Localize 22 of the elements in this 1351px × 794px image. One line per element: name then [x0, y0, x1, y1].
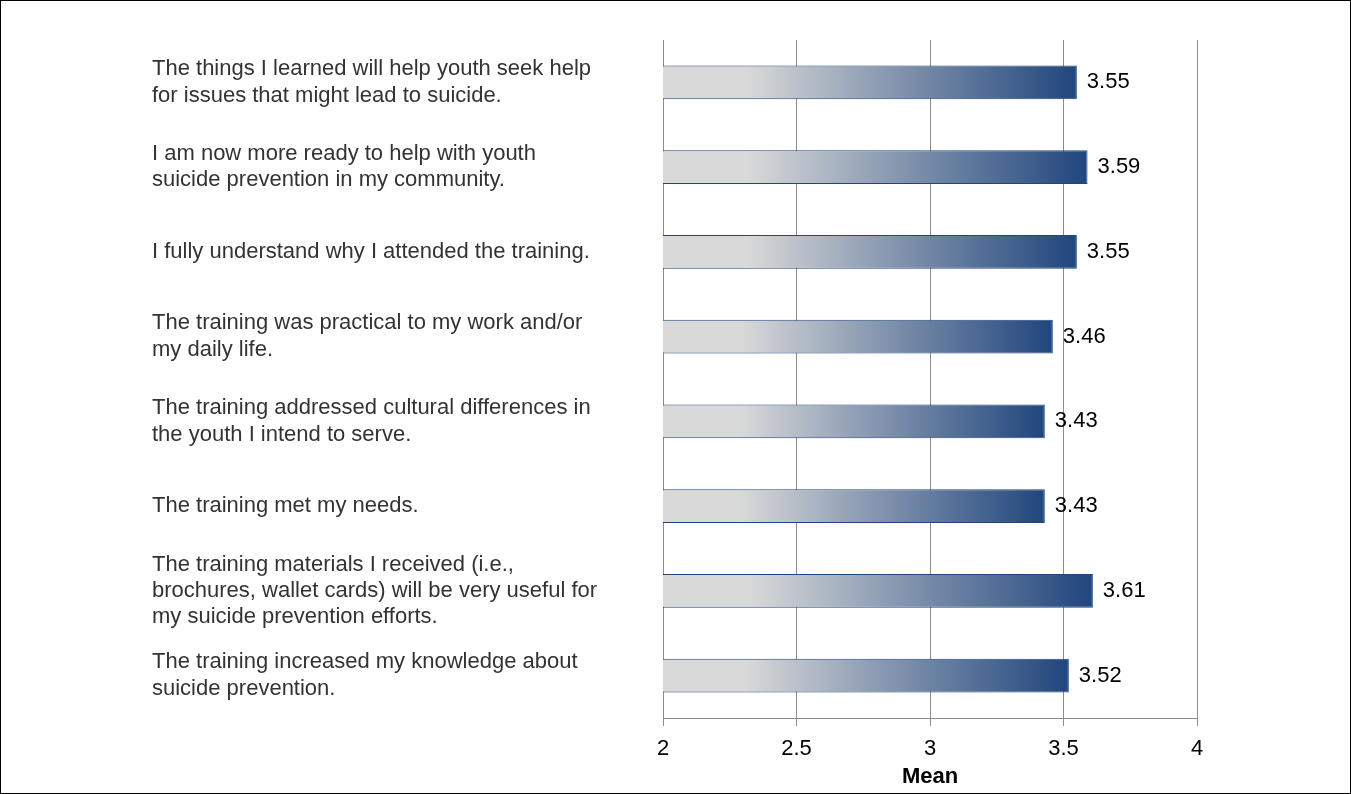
x-tick-label: 3: [923, 735, 937, 761]
data-label: 3.55: [1086, 237, 1130, 263]
y-tick-label: The training increased my knowledge about suicide prevention.: [152, 648, 578, 700]
x-tick-label: 2: [656, 735, 670, 761]
y-tick-label: The things I learned will help youth seek help for issues that might lead to suicide.: [152, 55, 592, 107]
x-tick-label: 4: [1190, 735, 1204, 761]
y-tick-label: The training materials I received (i.e., brochures, wallet cards) will be very useful for my suicide prevention efforts.: [152, 550, 598, 629]
data-label: 3.55: [1086, 68, 1130, 94]
data-label: 3.43: [1054, 407, 1098, 433]
y-tick-label: The training met my needs.: [152, 492, 419, 518]
y-tick-label: The training was practical to my work and/or my daily life.: [152, 309, 583, 361]
x-axis-title: Mean: [901, 762, 959, 788]
x-tick-label: 2.5: [781, 735, 812, 761]
data-label: 3.59: [1097, 153, 1141, 179]
y-tick-label: The training addressed cultural differences in the youth I intend to serve.: [152, 394, 591, 446]
data-label: 3.52: [1078, 661, 1122, 687]
y-tick-label: I am now more ready to help with youth suicide prevention in my community.: [152, 139, 536, 192]
y-tick-label: I fully understand why I attended the training.: [152, 237, 590, 263]
data-label: 3.46: [1062, 322, 1106, 348]
data-label: 3.43: [1054, 492, 1098, 518]
data-label: 3.61: [1102, 576, 1146, 602]
x-tick-label: 3.5: [1048, 735, 1079, 761]
